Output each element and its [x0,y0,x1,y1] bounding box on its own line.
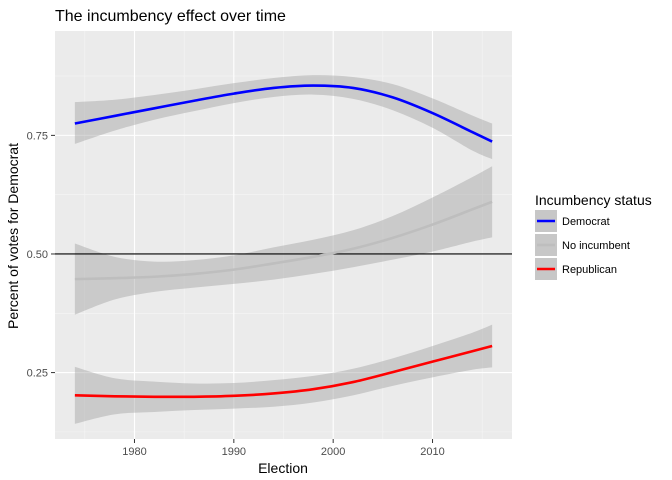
line-democrat [74,84,493,143]
legend-item-democrat: Democrat [535,210,610,232]
x-axis: 1980 1990 2000 2010 [122,439,445,458]
series-lines [74,84,493,399]
legend-label-no-incumbent: No incumbent [562,240,630,252]
y-tick-label: 0.25 [27,368,48,380]
y-tick-label: 0.75 [27,130,48,142]
minor-gridlines [55,31,512,439]
x-tick-label: 1990 [222,446,246,458]
line-republican [74,344,493,399]
line-no-incumbent [74,200,493,281]
legend-title: Incumbency status [535,192,652,208]
y-axis-title: Percent of votes for Democrat [5,143,21,329]
x-axis-title: Election [258,460,308,476]
y-axis: 0.25 0.50 0.75 [27,130,55,380]
ribbon-republican [74,324,493,424]
x-tick-label: 2010 [420,446,444,458]
legend-label-democrat: Democrat [562,216,610,228]
x-tick-label: 1980 [122,446,146,458]
legend-label-republican: Republican [562,264,617,276]
y-tick-label: 0.50 [27,249,48,261]
legend: Incumbency status Democrat No incumbent Re… [535,192,652,280]
x-tick-label: 2000 [321,446,345,458]
legend-item-republican: Republican [535,258,617,280]
legend-item-no-incumbent: No incumbent [535,234,630,256]
ribbon-no-incumbent [74,166,493,315]
chart-title: The incumbency effect over time [55,8,286,25]
